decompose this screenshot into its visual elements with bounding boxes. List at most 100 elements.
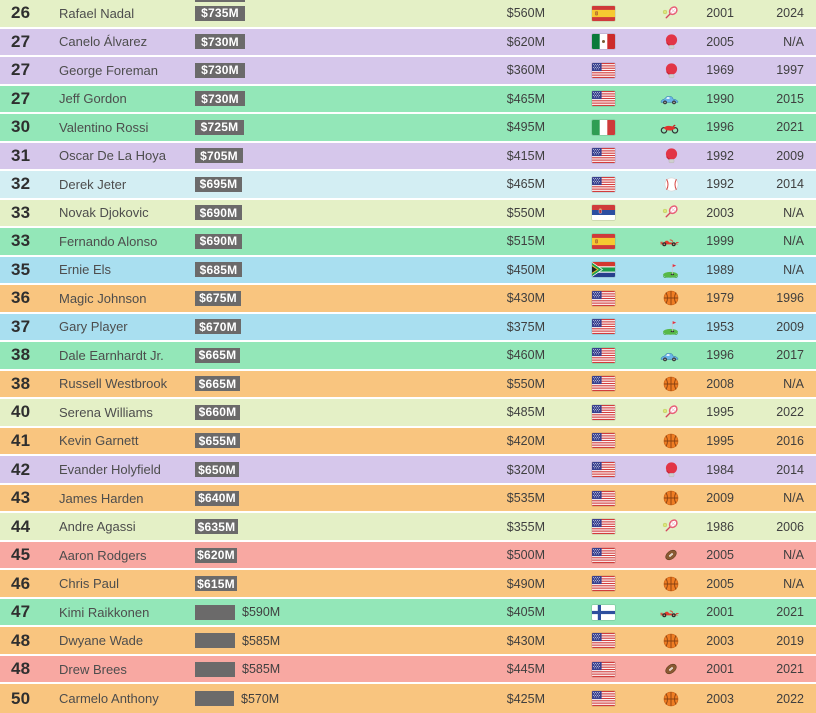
career-end-year: 1996: [776, 291, 804, 306]
career-start-year: 1953: [706, 319, 734, 334]
career-end-year: N/A: [783, 34, 804, 49]
career-end-year: 2021: [776, 120, 804, 135]
earnings-bar-cell: $660M: [195, 399, 468, 426]
earnings-bar: $705M: [195, 148, 243, 164]
earnings-bar-label: $735M: [201, 6, 239, 21]
earnings-bar: $615M: [195, 576, 237, 592]
secondary-value: $430M: [506, 633, 545, 648]
secondary-value: $420M: [506, 433, 545, 448]
table-row: 44 Andre Agassi $635M $355M 1986 2006: [0, 513, 816, 542]
earnings-bar-cell: $655M: [195, 428, 468, 455]
secondary-value: $465M: [506, 91, 545, 106]
earnings-bar-label: $730M: [201, 63, 239, 78]
rank-cell: 48: [11, 659, 31, 679]
boxing-icon: [664, 62, 679, 79]
career-start-year: 2005: [706, 576, 734, 591]
athlete-name: Gary Player: [59, 319, 128, 335]
earnings-bar: $670M: [195, 319, 241, 335]
rank-cell: 35: [11, 259, 31, 279]
career-start-year: 2003: [706, 633, 734, 648]
earnings-bar-cell: $730M: [195, 57, 468, 84]
football-icon: [663, 547, 679, 563]
table-row: 33 Fernando Alonso $690M $515M 1999 N/A: [0, 228, 816, 257]
athlete-name: Kevin Garnett: [59, 433, 139, 449]
table-row: 35 Ernie Els $685M $450M 1989 N/A: [0, 256, 816, 286]
earnings-bar: $685M: [195, 262, 242, 278]
career-end-year: 2019: [776, 633, 804, 648]
career-end-year: N/A: [783, 262, 804, 277]
table-row: 47 Kimi Raikkonen $590M $405M 2001 2021: [0, 598, 816, 628]
stock-car-icon: [660, 349, 679, 362]
athlete-name: James Harden: [59, 490, 144, 506]
rank-cell: 27: [11, 60, 31, 80]
earnings-bar: $650M: [195, 462, 239, 477]
earnings-bar: $660M: [195, 404, 240, 420]
earnings-bar: $665M: [195, 376, 240, 392]
earnings-bar-label: $670M: [199, 319, 237, 334]
flag-usa-icon: [592, 91, 615, 107]
earnings-bar-label: $690M: [199, 205, 238, 220]
earnings-bar-cell: $620M: [195, 542, 468, 569]
earnings-bar-cell: $585M: [195, 656, 468, 683]
earnings-bar-label: $675M: [199, 291, 237, 306]
basketball-icon: [663, 633, 679, 649]
secondary-value: $465M: [506, 177, 545, 192]
career-end-year: N/A: [783, 234, 804, 249]
earnings-bar-label: $660M: [198, 405, 237, 420]
rank-cell: 44: [11, 516, 31, 536]
career-start-year: 2008: [706, 376, 734, 391]
flag-usa-icon: [592, 661, 615, 677]
athlete-name: Dale Earnhardt Jr.: [59, 347, 164, 363]
secondary-value: $425M: [506, 691, 545, 706]
table-row: 38 Dale Earnhardt Jr. $665M $460M 1996 2017: [0, 342, 816, 371]
career-end-year: N/A: [783, 491, 804, 506]
earnings-bar-label: $690M: [199, 234, 238, 249]
career-end-year: 2009: [776, 148, 804, 163]
earnings-bar-cell: $570M: [195, 684, 468, 713]
athlete-name: Drew Brees: [59, 661, 127, 677]
career-end-year: N/A: [783, 548, 804, 563]
secondary-value: $460M: [506, 348, 545, 363]
rank-cell: 41: [11, 430, 31, 450]
secondary-value: $535M: [506, 491, 545, 506]
rank-cell: 47: [11, 602, 31, 622]
flag-spain-icon: [592, 5, 615, 21]
athlete-name: Carmelo Anthony: [59, 691, 159, 707]
golf-icon: [662, 319, 679, 335]
earnings-bar-cell: $590M: [195, 599, 468, 626]
rank-cell: 33: [11, 231, 31, 251]
rank-cell: 45: [11, 545, 31, 565]
career-start-year: 1996: [706, 348, 734, 363]
career-start-year: 1990: [706, 91, 734, 106]
rank-cell: 27: [11, 31, 31, 51]
rank-cell: 36: [11, 288, 31, 308]
secondary-value: $450M: [506, 262, 545, 277]
football-icon: [663, 661, 679, 677]
athlete-name: Magic Johnson: [59, 290, 147, 306]
flag-usa-icon: [592, 62, 615, 78]
career-start-year: 2003: [706, 691, 734, 706]
motorcycle-icon: [660, 120, 679, 134]
career-start-year: 1984: [706, 462, 734, 477]
tennis-icon: [662, 5, 679, 22]
career-start-year: 2001: [706, 605, 734, 620]
secondary-value: $445M: [506, 662, 545, 677]
career-start-year: 1992: [706, 177, 734, 192]
career-start-year: 2001: [706, 6, 734, 21]
secondary-value: $495M: [506, 120, 545, 135]
flag-usa-icon: [592, 576, 615, 592]
career-end-year: 2014: [776, 177, 804, 192]
earnings-bar-cell: $675M: [195, 285, 468, 312]
earnings-bar: $690M: [195, 205, 242, 221]
earnings-bar: $620M: [195, 547, 237, 563]
athlete-name: Novak Djokovic: [59, 205, 149, 221]
stock-car-icon: [660, 92, 679, 105]
flag-usa-icon: [592, 490, 615, 506]
earnings-bar-label: $590M: [242, 605, 281, 620]
athlete-name: Chris Paul: [59, 576, 119, 592]
earnings-bar-label: $685M: [199, 262, 238, 277]
flag-usa-icon: [592, 148, 615, 164]
athlete-name: Fernando Alonso: [59, 233, 158, 249]
boxing-icon: [664, 147, 679, 164]
